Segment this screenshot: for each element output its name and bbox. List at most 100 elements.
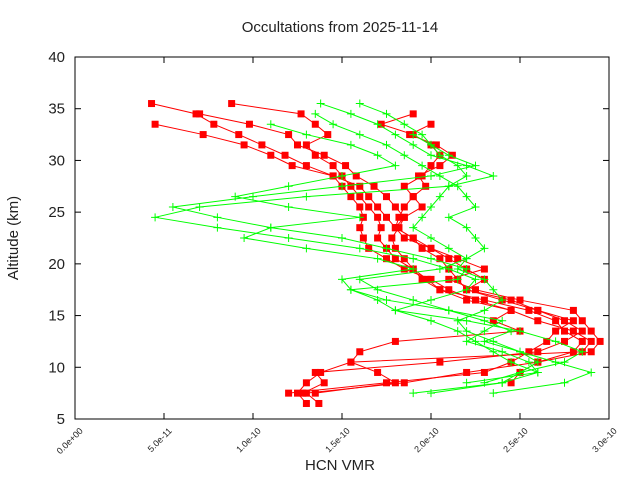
data-point [355,213,364,222]
data-point [560,378,569,387]
data-point [587,327,595,335]
data-point [525,348,533,356]
data-point [454,255,462,263]
data-point [409,389,418,398]
data-point [400,203,408,211]
data-point [498,347,507,356]
data-point [382,109,391,118]
data-point [480,368,488,376]
data-point [284,182,293,191]
data-point [471,275,480,284]
data-point [355,130,364,139]
data-point [445,255,453,263]
data-point [391,224,399,232]
data-point [347,193,355,201]
data-point [409,130,418,139]
data-point [355,99,364,108]
data-point [210,120,218,128]
data-point [151,213,160,222]
data-point [391,244,399,252]
data-point [578,347,587,356]
data-point [302,379,310,387]
data-point [462,337,471,346]
data-point [471,337,480,346]
data-point [471,202,480,211]
data-point [409,140,418,149]
data-point [356,182,364,190]
data-point [587,348,595,356]
data-point [516,296,524,304]
data-point [249,192,257,201]
data-point [288,162,296,170]
data-point [231,192,240,201]
data-point [444,306,453,315]
data-point [533,358,542,367]
data-point [359,234,367,242]
data-point [480,296,488,304]
data-point [516,327,524,336]
data-point [346,140,355,149]
series-line [154,103,584,384]
data-point [427,316,435,325]
data-point [400,151,409,160]
data-point [297,110,305,118]
data-point [395,224,403,232]
data-point [311,109,320,118]
data-point [427,296,435,305]
data-point [391,255,399,263]
data-point [471,234,480,242]
data-point [524,358,533,367]
series-line [358,134,539,394]
data-point [480,306,489,315]
data-point [409,296,418,305]
data-point [374,234,382,242]
data-point [355,244,364,253]
data-point [266,223,275,232]
data-point [498,296,507,305]
data-point [472,296,479,304]
data-point [578,327,586,335]
data-point [302,130,311,139]
data-point [489,171,498,180]
data-point [427,244,435,252]
x-tick-label: 5.0e-11 [146,426,174,454]
data-point [383,379,390,387]
series-line [154,123,584,394]
data-point [294,389,301,397]
data-point [338,275,346,284]
data-point [373,120,382,129]
data-point [400,379,408,387]
y-tick-label: 25 [48,204,65,221]
data-point [285,389,293,397]
data-point [480,244,489,253]
data-point [285,131,293,139]
series-3 [151,120,586,397]
data-point [329,120,338,129]
data-point [383,213,390,221]
data-point [525,306,533,314]
data-point [427,202,435,211]
data-point [355,275,364,284]
data-point [453,161,462,170]
data-point [346,285,355,294]
series-line [394,123,601,384]
series-5 [391,120,604,387]
data-point [578,337,586,345]
data-point [427,151,435,160]
x-tick-label: 2.5e-10 [501,426,530,455]
data-point [245,120,253,128]
data-point [311,368,319,376]
data-point [462,265,471,274]
data-point [267,151,275,159]
data-point [391,161,400,170]
data-point [480,327,489,336]
data-point [199,131,207,139]
data-point [427,389,435,398]
data-point [320,151,328,159]
data-point [422,182,430,190]
data-point [445,275,453,283]
data-point [373,254,382,263]
data-point [373,296,382,305]
data-point [489,347,498,356]
